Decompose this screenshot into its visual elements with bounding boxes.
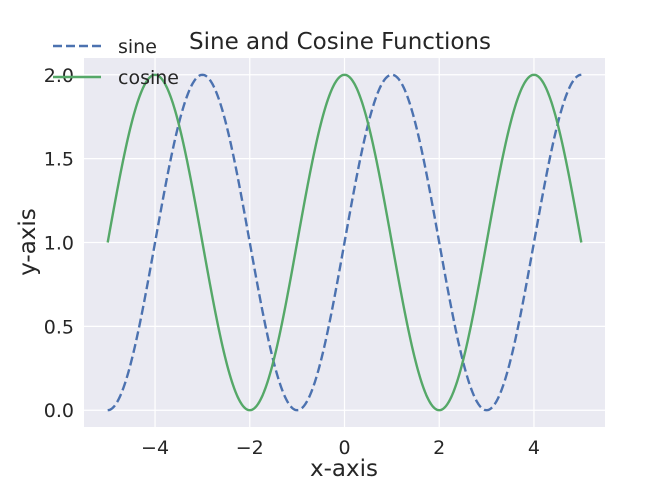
series-line-sine: [107, 73, 582, 412]
legend-label-cosine: cosine: [118, 67, 179, 89]
x-axis-label: x-axis: [310, 456, 378, 480]
series-lines: [106, 73, 583, 412]
x-tick-label: −2: [236, 437, 264, 459]
y-tick-label: 0.0: [44, 400, 74, 422]
chart-title: Sine and Cosine Functions: [189, 29, 491, 55]
series-line-cosine: [106, 73, 583, 412]
y-tick-label: 1.0: [44, 233, 74, 255]
legend-label-sine: sine: [118, 36, 157, 58]
y-tick-label: 1.5: [44, 149, 74, 171]
x-tick-label: 0: [338, 437, 350, 459]
y-axis-label: y-axis: [15, 208, 41, 276]
legend: sine cosine: [53, 36, 179, 89]
x-tick-label: 4: [528, 437, 540, 459]
x-tick-label: 2: [433, 437, 445, 459]
x-tick-label: −4: [141, 437, 169, 459]
y-tick-label: 2.0: [44, 65, 74, 87]
tick-labels: −4 −2 0 2 4 0.0 0.5 1.0 1.5 2.0: [44, 65, 540, 459]
y-tick-label: 0.5: [44, 316, 74, 338]
